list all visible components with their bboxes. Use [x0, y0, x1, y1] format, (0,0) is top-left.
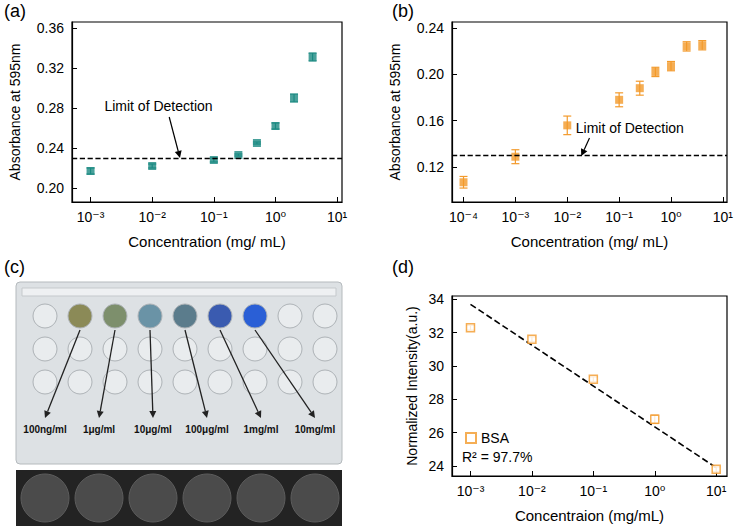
svg-text:10⁻¹: 10⁻¹: [200, 209, 228, 225]
svg-text:0.32: 0.32: [37, 60, 64, 76]
svg-text:10mg/ml: 10mg/ml: [295, 424, 336, 435]
svg-text:32: 32: [428, 325, 444, 341]
svg-text:34: 34: [428, 291, 444, 307]
svg-text:(c): (c): [4, 257, 25, 277]
svg-text:100μg/ml: 100μg/ml: [185, 424, 229, 435]
svg-text:R² = 97.7%: R² = 97.7%: [462, 449, 532, 465]
svg-text:28: 28: [428, 391, 444, 407]
svg-text:Normalized Intensity(a.u.): Normalized Intensity(a.u.): [404, 306, 420, 466]
svg-text:30: 30: [428, 358, 444, 374]
svg-text:Concentration (mg/ mL): Concentration (mg/ mL): [128, 233, 286, 250]
svg-text:10¹: 10¹: [713, 209, 734, 225]
svg-text:0.36: 0.36: [37, 20, 64, 36]
svg-text:0.20: 0.20: [37, 180, 64, 196]
svg-text:0.20: 0.20: [417, 66, 444, 82]
svg-text:Concentration (mg/ mL): Concentration (mg/ mL): [511, 233, 669, 250]
svg-text:(a): (a): [4, 1, 26, 21]
svg-text:10⁻³: 10⁻³: [457, 483, 485, 499]
svg-text:(b): (b): [392, 1, 414, 21]
svg-text:0.24: 0.24: [37, 140, 64, 156]
svg-text:10⁰: 10⁰: [660, 209, 682, 225]
svg-text:10⁻¹: 10⁻¹: [605, 209, 633, 225]
svg-text:10¹: 10¹: [327, 209, 348, 225]
svg-text:24: 24: [428, 458, 444, 474]
svg-text:Limit of Detection: Limit of Detection: [104, 98, 212, 114]
svg-text:10⁻³: 10⁻³: [502, 209, 530, 225]
svg-text:10⁰: 10⁰: [644, 483, 666, 499]
svg-text:Absorbance at 595nm: Absorbance at 595nm: [387, 44, 403, 181]
svg-text:Concentraion (mg/mL): Concentraion (mg/mL): [515, 507, 664, 524]
svg-text:10⁰: 10⁰: [265, 209, 287, 225]
svg-text:10⁻²: 10⁻²: [518, 483, 546, 499]
svg-text:10⁻⁴: 10⁻⁴: [449, 209, 478, 225]
svg-text:10⁻³: 10⁻³: [77, 209, 105, 225]
svg-text:Absorbance at 595nm: Absorbance at 595nm: [7, 44, 23, 181]
svg-text:26: 26: [428, 425, 444, 441]
svg-text:10⁻¹: 10⁻¹: [580, 483, 608, 499]
svg-text:BSA: BSA: [481, 430, 510, 446]
svg-text:(d): (d): [392, 257, 414, 277]
svg-text:0.16: 0.16: [417, 113, 444, 129]
svg-text:0.24: 0.24: [417, 20, 444, 36]
svg-text:1μg/ml: 1μg/ml: [83, 424, 115, 435]
svg-text:1mg/ml: 1mg/ml: [243, 424, 278, 435]
svg-text:10¹: 10¹: [706, 483, 727, 499]
svg-text:0.12: 0.12: [417, 159, 444, 175]
svg-text:10⁻²: 10⁻²: [553, 209, 581, 225]
svg-text:10⁻²: 10⁻²: [138, 209, 166, 225]
svg-text:Limit of Detection: Limit of Detection: [576, 120, 684, 136]
svg-text:100ng/ml: 100ng/ml: [23, 424, 67, 435]
svg-text:0.28: 0.28: [37, 100, 64, 116]
svg-text:10μg/ml: 10μg/ml: [134, 424, 172, 435]
